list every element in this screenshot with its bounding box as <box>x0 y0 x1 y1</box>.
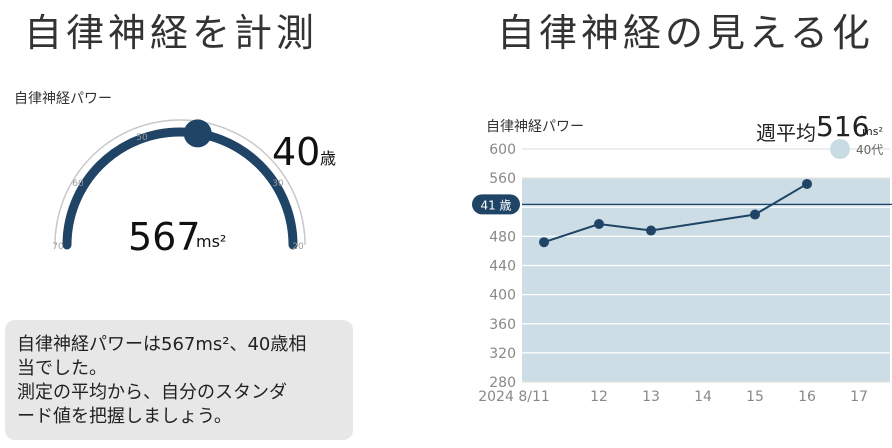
x-tick-label: 13 <box>642 389 660 405</box>
y-tick-label: 600 <box>489 142 516 158</box>
y-tick-label: 400 <box>489 288 516 304</box>
message-line: 測定の平均から、自分のスタンダ <box>17 382 287 403</box>
gauge-tick-20: 20 <box>292 242 304 252</box>
y-tick-label: 360 <box>489 317 516 333</box>
legend-swatch <box>830 139 850 159</box>
data-point <box>646 225 656 236</box>
data-point <box>594 218 604 229</box>
x-tick-label: 17 <box>850 389 868 405</box>
right-title: 自律神経の見える化 <box>497 11 874 55</box>
y-tick-label: 320 <box>489 346 516 362</box>
weekly-average-label: 週平均 <box>756 121 816 145</box>
power-value: 567 <box>128 215 201 259</box>
data-point <box>750 209 760 220</box>
gauge-tick-50: 50 <box>136 133 148 143</box>
x-tick-label: 14 <box>694 389 712 405</box>
age-unit: 歳 <box>320 149 337 168</box>
power-unit: ms² <box>196 232 227 251</box>
y-tick-label: 480 <box>489 229 516 245</box>
data-point <box>539 237 549 248</box>
weekly-average-value: 516 <box>816 110 870 143</box>
weekly-average-unit: ms² <box>862 125 883 138</box>
age-value: 40 <box>272 130 321 174</box>
gauge-indicator <box>183 119 212 148</box>
x-tick-label: 12 <box>590 389 608 405</box>
message-box: 自律神経パワーは567ms²、40歳相 当でした。 測定の平均から、自分のスタン… <box>5 320 353 440</box>
data-point <box>802 178 812 189</box>
y-tick-label: 560 <box>489 171 516 187</box>
gauge-track <box>54 119 306 246</box>
message-line: ード値を把握しましょう。 <box>17 406 232 427</box>
line-chart: 6005605204804404003603202802024 8/111213… <box>472 142 892 405</box>
gauge-arc <box>62 127 298 250</box>
y-tick-label: 440 <box>489 259 516 275</box>
gauge-tick-70: 70 <box>52 242 64 252</box>
gauge-tick-30: 30 <box>272 179 284 189</box>
y-tick-label: 280 <box>489 375 516 391</box>
message-line: 自律神経パワーは567ms²、40歳相 <box>17 334 307 355</box>
gauge: 70 60 50 30 20 <box>52 119 306 252</box>
reference-badge <box>472 194 520 215</box>
x-tick-label: 2024 8/11 <box>478 389 550 405</box>
x-tick-label: 15 <box>746 389 764 405</box>
gauge-tick-60: 60 <box>72 179 84 189</box>
normal-range-band <box>522 178 890 382</box>
legend-label: 40代 <box>856 143 884 157</box>
gauge-label: 自律神経パワー <box>14 91 112 107</box>
left-title: 自律神経を計測 <box>24 11 319 55</box>
x-tick-label: 16 <box>798 389 816 405</box>
message-line: 当でした。 <box>17 358 107 379</box>
reference-badge-label: 41 歳 <box>480 198 511 212</box>
chart-label: 自律神経パワー <box>486 119 584 135</box>
